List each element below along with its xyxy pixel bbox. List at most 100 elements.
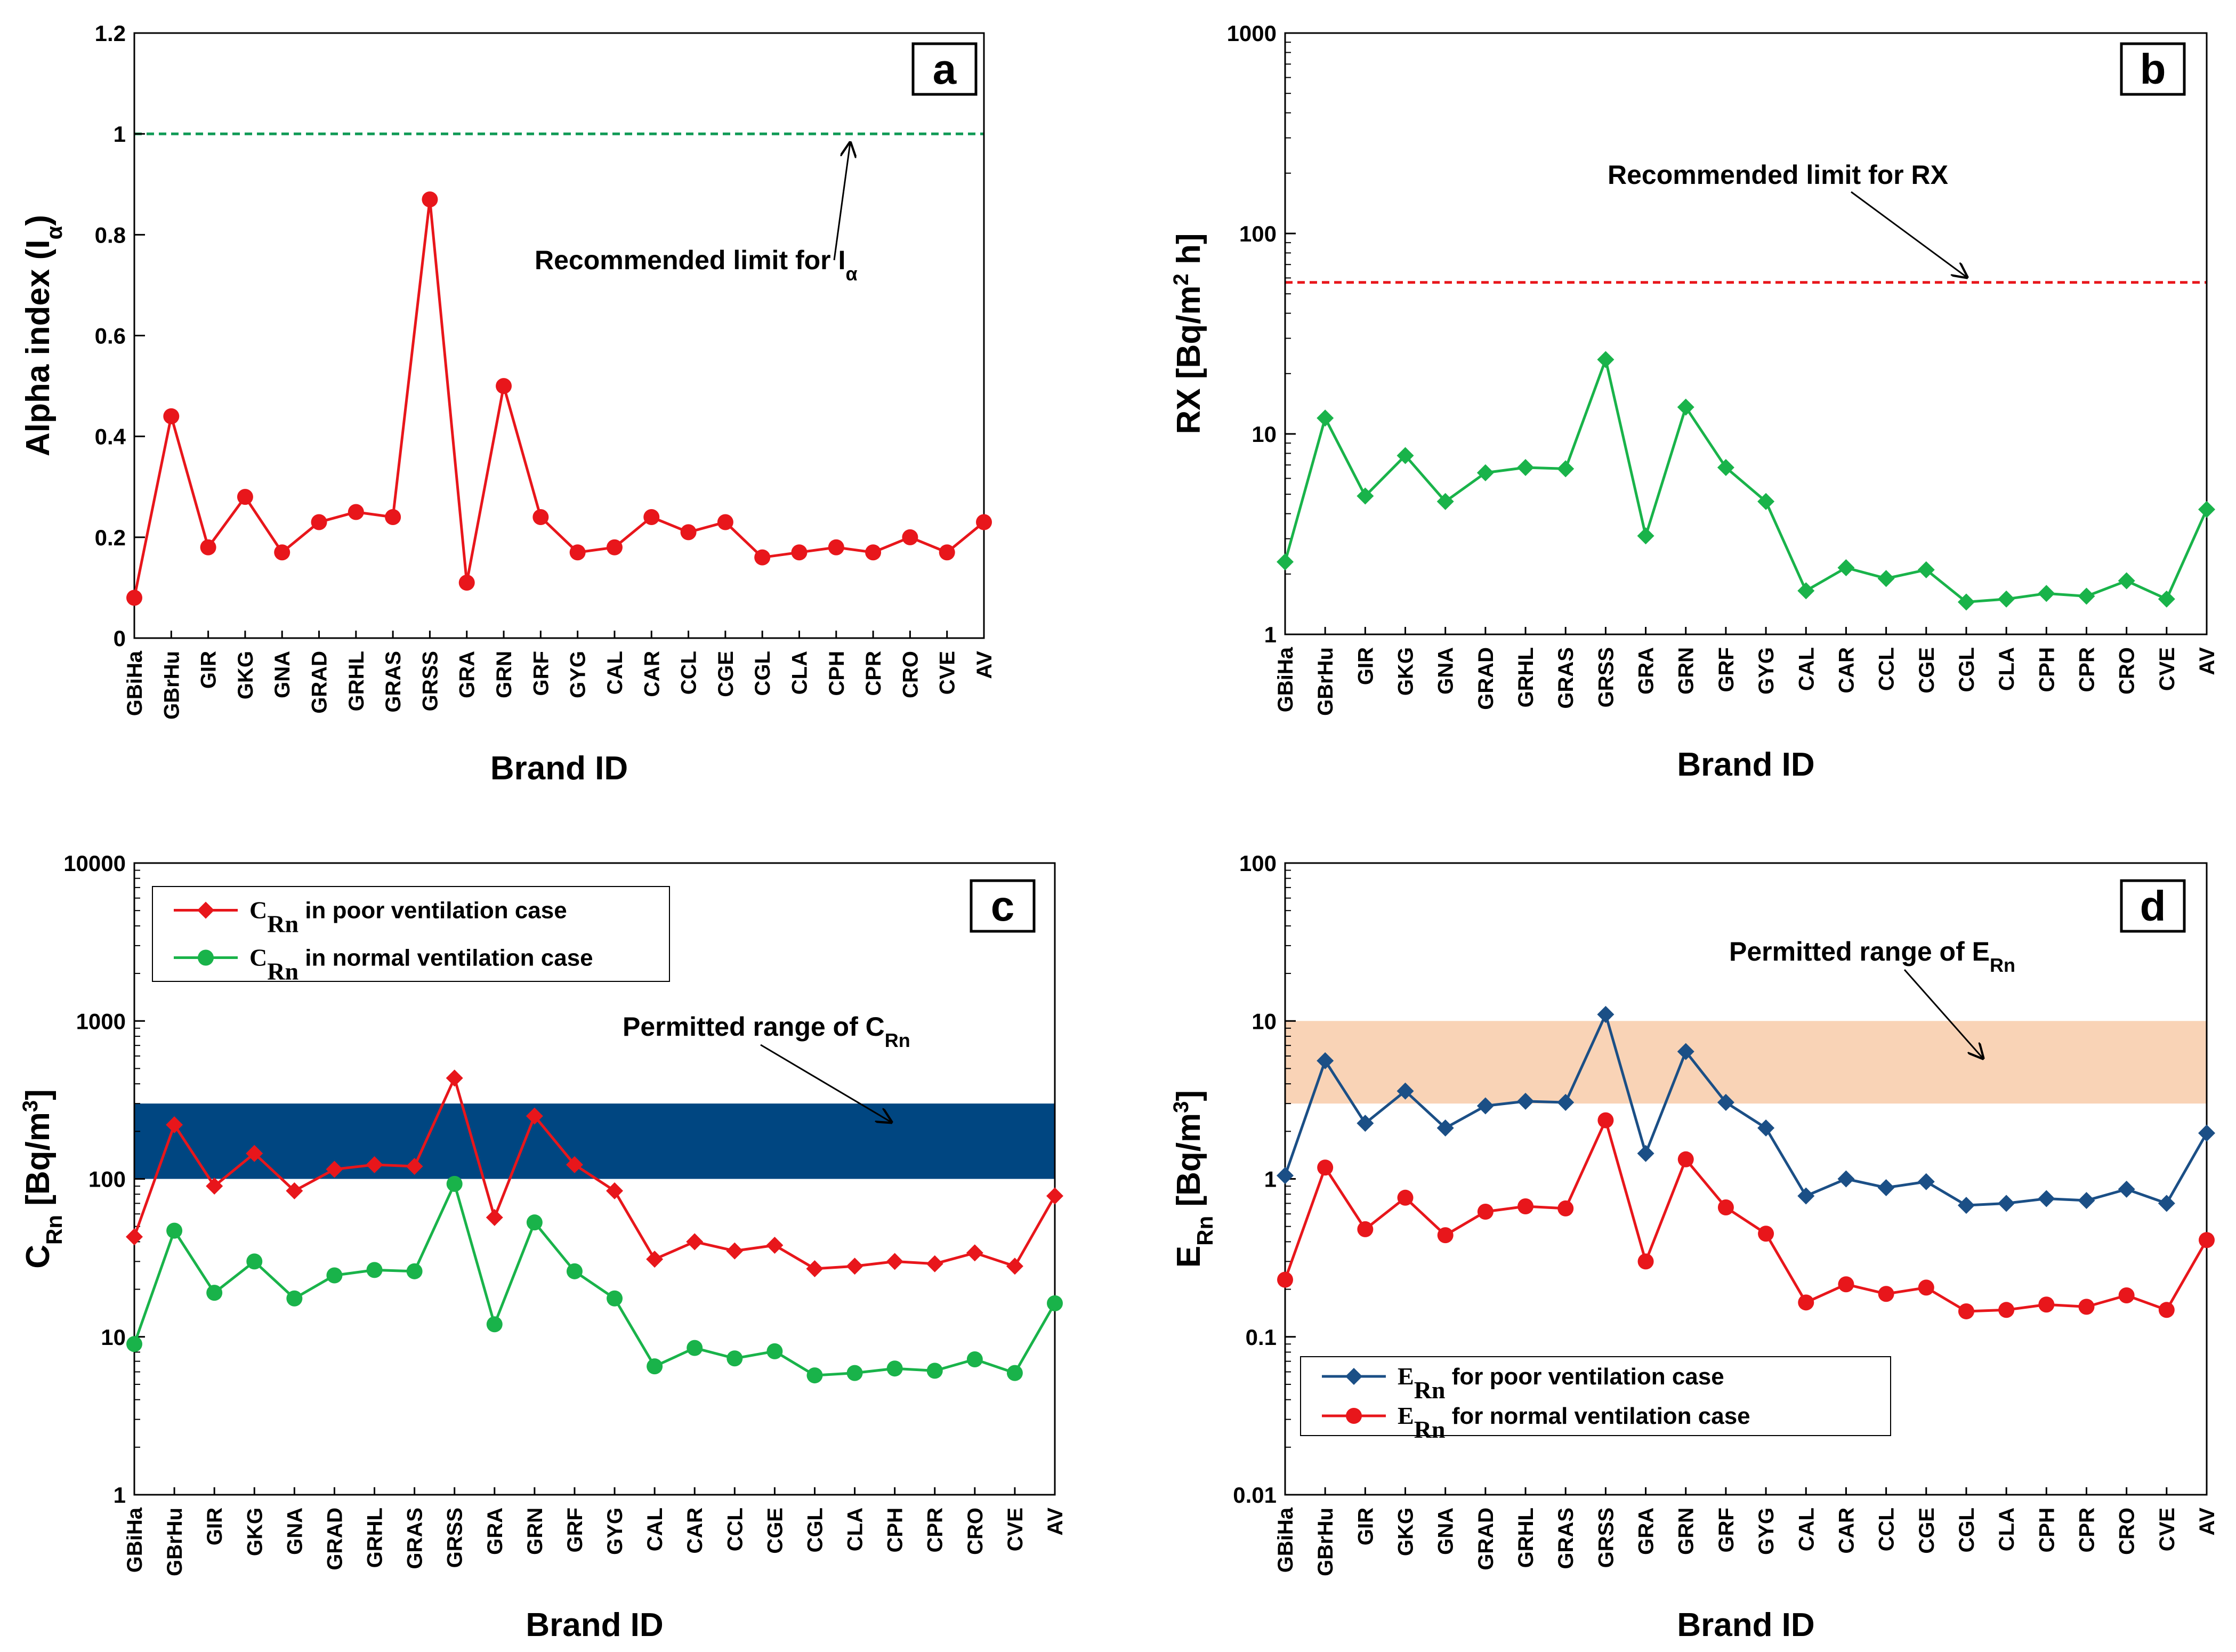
x-tick-label: GYG [1755,1508,1778,1555]
panel-tag-letter: d [2140,882,2166,930]
data-point [385,509,401,525]
y-title-end: [Bq/m [20,1112,56,1215]
x-tick-label: CAR [1835,647,1858,694]
legend-label: ERn for poor ventilation case [1398,1363,1724,1404]
series-0 [126,191,992,606]
data-point [1006,1365,1023,1381]
y-tick-label: 0.6 [95,324,126,349]
x-tick-label: GKG [243,1508,267,1556]
legend-symbol: E [1398,1402,1414,1429]
data-point [846,1365,863,1381]
data-point [717,514,733,530]
legend-box [152,886,670,982]
x-tick-label: CAL [1795,1508,1818,1551]
data-point [1957,593,1975,611]
data-point [566,1156,583,1173]
x-tick-label: CPH [2035,647,2059,692]
data-point [646,1251,664,1268]
legend-marker [197,901,214,919]
x-tick-label: GBrHu [1314,647,1337,716]
x-tick-label: CGE [1915,647,1939,694]
data-point [166,1116,183,1134]
x-tick-label: CLA [844,1508,867,1551]
x-tick-label: GBiHa [123,650,147,716]
x-tick-label: GIR [197,651,221,689]
data-point [2158,1195,2175,1212]
y-tick-label: 1.2 [95,21,126,46]
permitted-range-band [1285,1021,2207,1104]
x-tick-label: GRA [1635,647,1658,695]
data-point [1357,1221,1374,1237]
data-point [606,1182,624,1199]
data-point [606,539,623,555]
x-tick-label: CRO [899,651,922,698]
series-1 [1277,1112,2215,1319]
x-tick-label: GYG [567,651,590,698]
x-tick-label: GRSS [418,651,442,711]
data-point [939,544,955,561]
data-point [1046,1187,1063,1205]
data-point [1317,1052,1334,1069]
data-point [2199,1232,2215,1248]
x-tick-label: GRF [563,1508,587,1552]
data-point [1958,1303,1974,1319]
data-point [1476,464,1494,481]
panel-a: 0 0.2 0.4 0.6 0.8 1 1.2 GBiHa GBrHu GIR GKG GNA GRAD… [20,21,996,787]
data-point [126,590,142,606]
legend-text: in normal ventilation case [298,945,593,971]
data-point [886,1253,903,1270]
legend-marker [198,949,214,966]
y-title-end: [Bq/m [1171,1113,1207,1216]
data-point [274,544,290,561]
y-title-main: E [1171,1246,1207,1268]
y-tick-label: 1 [1264,622,1277,647]
x-tick-label: GRN [493,651,516,698]
x-tick-label: GBiHa [1274,647,1297,712]
series-0 [1277,351,2215,611]
x-tick-label: CLA [788,651,811,695]
y-title-sub: Rn [42,1215,67,1245]
y-tick-label: 10 [1252,422,1277,447]
x-tick-label: GRAS [1554,1508,1578,1569]
data-point [726,1242,744,1260]
data-point [286,1290,303,1307]
x-tick-label: CAL [1795,647,1818,691]
data-point [1677,1043,1694,1060]
x-tick-label: CGL [751,651,774,696]
y-title-close: ] [20,1089,56,1100]
data-point [1877,1179,1895,1196]
data-point [647,1358,663,1375]
legend-symbol-sub: Rn [1414,1376,1446,1404]
panel-tag-letter: b [2140,45,2166,93]
data-point [1317,409,1334,427]
annotation-text: Recommended limit for Iα [535,245,858,285]
x-tick-label: GIR [203,1508,227,1545]
annotation-text: Permitted range of ERn [1729,937,2015,976]
data-point [791,544,808,561]
data-point [1517,458,1535,476]
data-point [526,1214,543,1231]
y-tick-label: 1000 [76,1009,126,1034]
x-tick-label: GNA [271,651,294,698]
x-tick-label: CRO [964,1508,987,1555]
y-title-end: h] [1171,233,1207,274]
data-point [1557,1094,1575,1111]
x-tick-label: CGL [1955,647,1979,692]
x-tick-label: CLA [1995,1508,2019,1551]
data-point [486,1208,503,1226]
data-point [126,1336,142,1352]
annotation-sub: Rn [885,1029,910,1051]
data-point [1277,1167,1294,1184]
y-title-main: Alpha index (I [20,240,56,456]
x-tick-label: GRA [456,651,479,698]
data-point [1838,1276,1854,1293]
data-point [1677,398,1694,416]
data-point [1397,447,1414,464]
data-point [2118,1287,2135,1303]
data-point [2038,1190,2055,1207]
x-tick-label: GYG [1755,647,1778,695]
y-tick-label: 0.01 [1233,1482,1277,1508]
data-point [126,1228,143,1246]
